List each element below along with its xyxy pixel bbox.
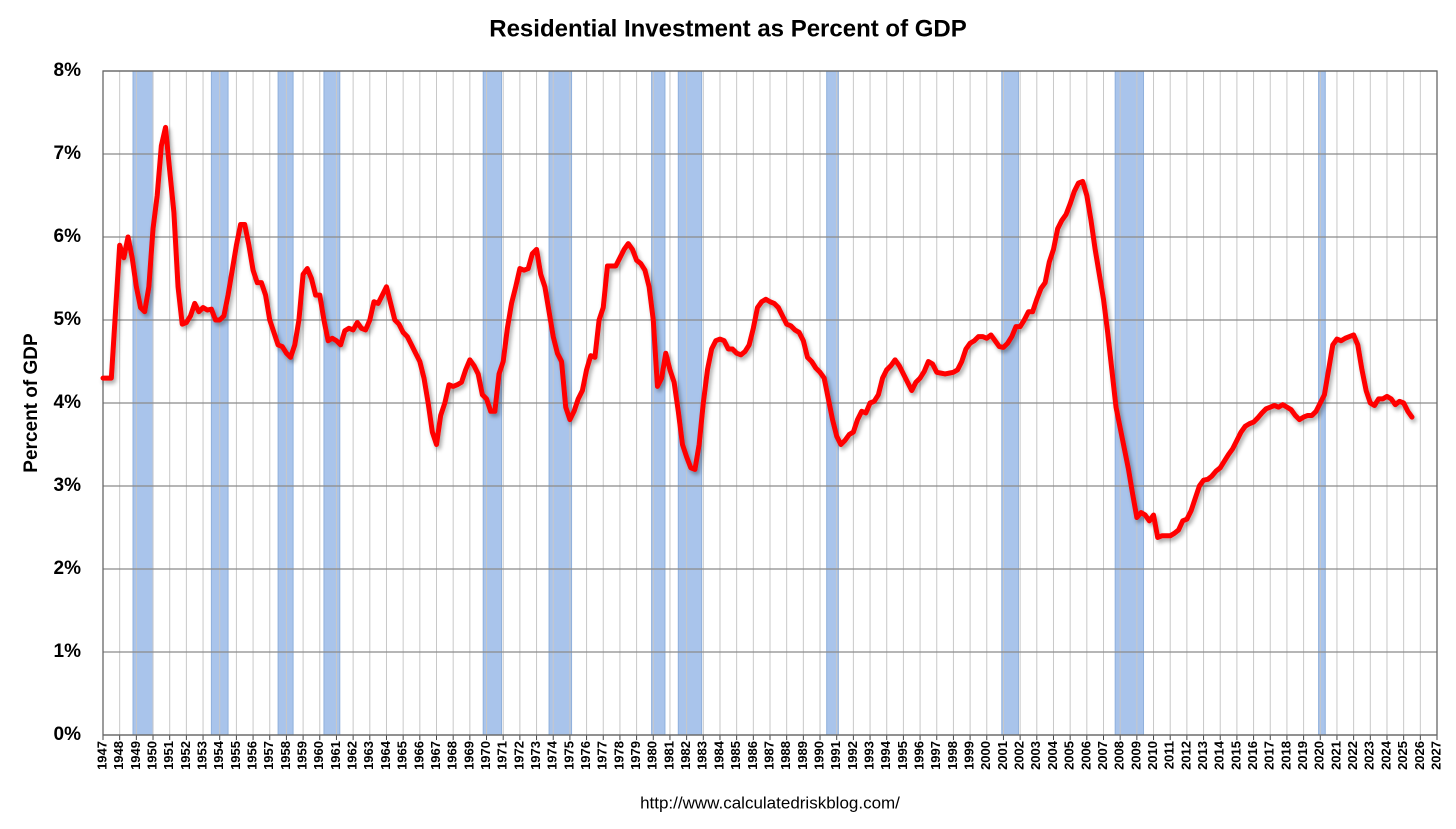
plot-foreground [100,124,1415,540]
y-tick-label: 4% [54,392,82,413]
x-tick-label: 2013 [1195,741,1210,770]
x-tick-label: 2022 [1345,741,1360,770]
x-tick-label: 1954 [211,740,226,770]
x-tick-label: 2001 [995,741,1010,770]
x-tick-label: 1970 [478,741,493,770]
x-tick-label: 1967 [428,741,443,770]
x-tick-label: 2015 [1228,741,1243,770]
x-tick-label: 1985 [728,741,743,770]
x-tick-label: 2021 [1328,741,1343,770]
y-axis-label: Percent of GDP [21,333,42,473]
x-tick-label: 1987 [761,741,776,770]
x-tick-label: 1983 [695,741,710,770]
y-tick-label: 5% [54,309,82,330]
x-tick-label: 1964 [378,740,393,770]
x-tick-label: 1966 [411,741,426,770]
x-tick-label: 1992 [845,741,860,770]
x-tick-label: 1956 [245,741,260,770]
x-tick-label: 2017 [1262,741,1277,770]
x-tick-label: 1948 [111,741,126,770]
x-tick-label: 1952 [178,741,193,770]
x-tick-label: 2011 [1162,741,1177,769]
x-tick-label: 1993 [861,741,876,770]
x-tick-label: 1980 [645,741,660,770]
x-tick-label: 2003 [1028,741,1043,770]
x-tick-label: 2004 [1045,740,1060,770]
x-tick-label: 1999 [962,741,977,770]
x-tick-label: 1962 [345,741,360,770]
x-tick-label: 1961 [328,741,343,770]
x-tick-label: 2016 [1245,741,1260,770]
plot-border [102,70,1438,736]
x-tick-label: 1997 [928,741,943,770]
x-tick-label: 2018 [1278,741,1293,770]
x-tick-label: 1979 [628,741,643,770]
x-tick-label: 1977 [595,741,610,770]
x-tick-label: 1996 [912,741,927,770]
x-tick-label: 1975 [561,741,576,770]
x-tick-label: 2027 [1428,741,1443,770]
x-tick-label: 2002 [1012,741,1027,770]
x-tick-label: 1953 [194,741,209,770]
x-tick-label: 1981 [661,741,676,770]
x-tick-label: 2019 [1295,741,1310,770]
chart-title: Residential Investment as Percent of GDP [489,15,966,42]
x-tick-label: 1974 [545,740,560,770]
x-tick-label: 1959 [295,741,310,770]
x-tick-label: 1982 [678,741,693,770]
y-tick-label: 3% [54,475,82,496]
x-tick-label: 2014 [1212,740,1227,770]
x-tick-label: 2010 [1145,741,1160,770]
x-tick-label: 2000 [978,741,993,770]
x-tick-label: 1988 [778,741,793,770]
x-tick-label: 1998 [945,741,960,770]
x-tick-label: 2020 [1312,741,1327,770]
y-tick-label: 8% [54,60,82,81]
x-tick-label: 1955 [228,741,243,770]
x-tick-label: 1991 [828,741,843,770]
x-tick-label: 1990 [811,741,826,770]
source: http://www.calculatedriskblog.com/ [640,793,900,812]
x-tick-label: 2023 [1362,741,1377,770]
x-tick-label: 1971 [495,741,510,770]
x-tick-label: 1973 [528,741,543,770]
data-line [100,124,1415,540]
y-tick-label: 7% [54,143,82,164]
x-tick-label: 2009 [1128,741,1143,770]
x-tick-label: 2006 [1078,741,1093,770]
x-tick-label: 1949 [128,741,143,770]
x-tick-label: 2007 [1095,741,1110,770]
x-tick-label: 2008 [1112,741,1127,770]
x-tick-label: 1976 [578,741,593,770]
x-tick-label: 1958 [278,741,293,770]
x-tick-label: 1972 [511,741,526,770]
x-tick-label: 1963 [361,741,376,770]
x-tick-label: 1978 [611,741,626,770]
x-tick-label: 1986 [745,741,760,770]
y-tick-label: 0% [54,724,82,745]
x-tick-label: 1989 [795,741,810,770]
y-tick-label: 1% [54,641,82,662]
x-tick-label: 2025 [1395,741,1410,770]
x-tick-label: 2012 [1178,741,1193,770]
x-tick-label: 1950 [144,741,159,770]
x-tick-label: 1994 [878,740,893,770]
x-tick-label: 1947 [94,741,109,770]
x-tick-label: 1951 [161,741,176,770]
x-tick-label: 1984 [711,740,726,770]
x-tick-label: 1960 [311,741,326,770]
y-tick-label: 6% [54,226,82,247]
x-tick-label: 2005 [1062,741,1077,770]
x-tick-label: 2024 [1378,740,1393,770]
x-tick-label: 1995 [895,741,910,770]
x-tick-label: 1957 [261,741,276,770]
y-tick-label: 2% [54,558,82,579]
x-tick-label: 1969 [461,741,476,770]
x-tick-label: 1968 [445,741,460,770]
x-tick-label: 2026 [1412,741,1427,770]
plot-background: 1947 1948 1949 1950 1951 1952 1953 1954 1955 1956… [54,60,1444,770]
x-tick-label: 1965 [395,741,410,770]
